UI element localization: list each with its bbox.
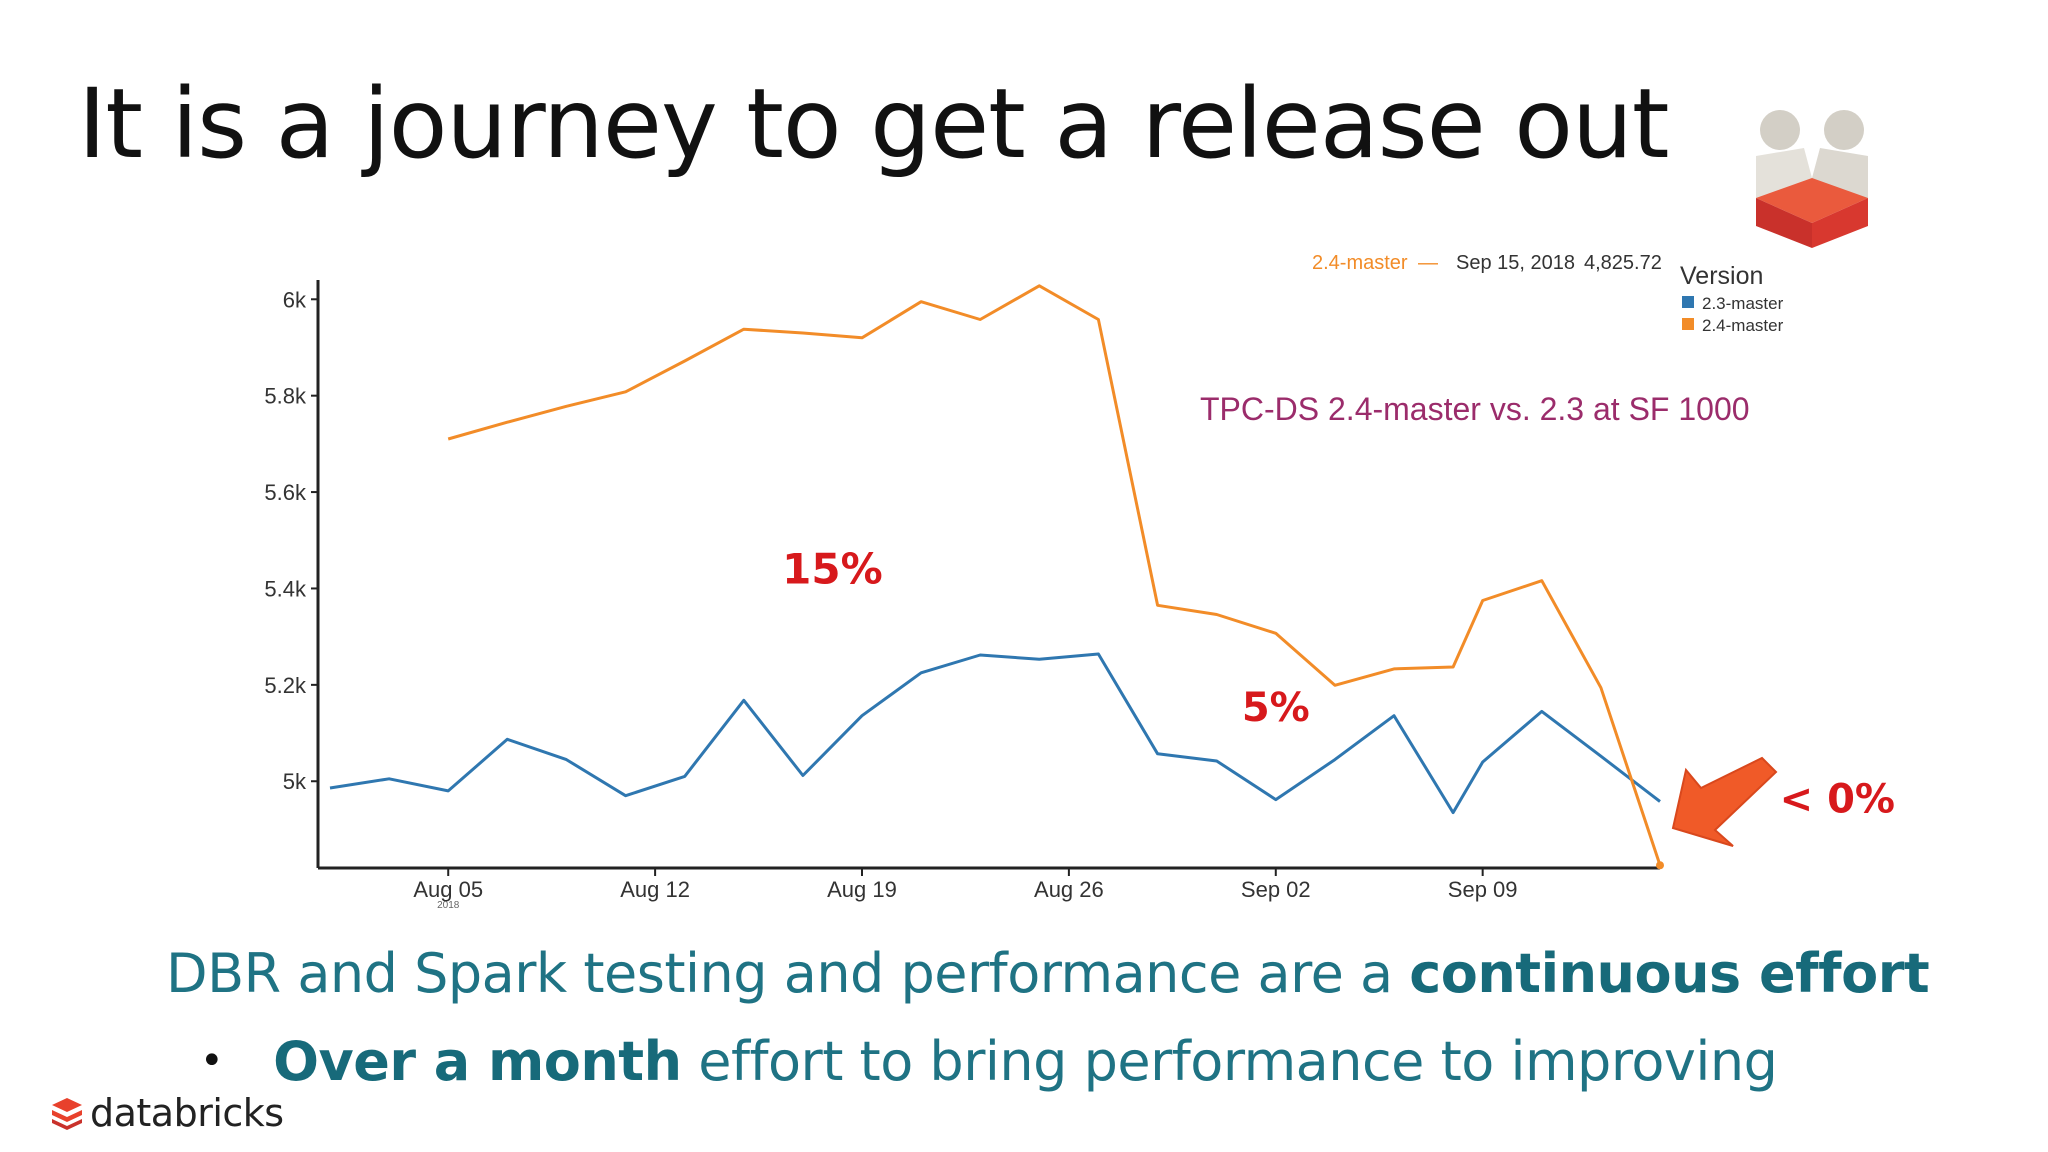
hover-tooltip: 2.4-master — Sep 15, 2018 4,825.72 — [1312, 252, 1662, 274]
bottom-statement-regular: DBR and Spark testing and performance ar… — [166, 942, 1410, 1005]
community-logo-icon — [1756, 110, 1868, 248]
x-tick-label: Aug 26 — [1034, 877, 1104, 902]
databricks-stack-icon — [52, 1098, 82, 1130]
bottom-statement: DBR and Spark testing and performance ar… — [166, 942, 1930, 1005]
x-tick-label: Sep 09 — [1448, 877, 1518, 902]
x-tick-year-label: 2018 — [437, 900, 460, 911]
arrow-icon — [1671, 756, 1778, 847]
bullet-marker: • — [200, 1038, 224, 1084]
slide-title: It is a journey to get a release out — [78, 68, 1669, 180]
tooltip-date: Sep 15, 2018 — [1456, 252, 1575, 274]
x-tick-label: Sep 02 — [1241, 877, 1311, 902]
tooltip-series: 2.4-master — [1312, 252, 1408, 274]
x-tick-label: Aug 12 — [620, 877, 690, 902]
y-tick-label: 5k — [283, 769, 307, 794]
bullet-regular-text: effort to bring performance to improving — [681, 1030, 1778, 1093]
legend-label-24: 2.4-master — [1702, 316, 1784, 335]
chart-annotations: 15% 5% < 0% — [782, 545, 1895, 823]
annotation-label: 15% — [782, 545, 883, 594]
y-tick-label: 6k — [283, 287, 307, 312]
tooltip-value: 4,825.72 — [1584, 252, 1662, 274]
x-tick-label: Aug 19 — [827, 877, 897, 902]
bullet-bold-text: Over a month — [273, 1030, 682, 1093]
series-line-1 — [447, 284, 1662, 866]
legend-swatch-24 — [1682, 318, 1694, 330]
y-tick-label: 5.4k — [264, 576, 307, 601]
y-tick-label: 5.2k — [264, 673, 307, 698]
databricks-logo: databricks — [50, 1088, 284, 1138]
x-tick-label: Aug 05 — [413, 877, 483, 902]
bottom-bullet-item: • Over a month effort to bring performanc… — [200, 1030, 1778, 1093]
y-tick-label: 5.6k — [264, 480, 307, 505]
legend: Version 2.3-master 2.4-master — [1680, 262, 1784, 335]
chart-subtitle: TPC-DS 2.4-master vs. 2.3 at SF 1000 — [1200, 391, 1750, 427]
series-line-0 — [329, 652, 1661, 815]
y-tick-label: 5.8k — [264, 384, 307, 409]
legend-label-23: 2.3-master — [1702, 294, 1784, 313]
hover-point — [1656, 861, 1664, 870]
bottom-statement-bold: continuous effort — [1409, 942, 1930, 1005]
databricks-logo-text: databricks — [90, 1091, 284, 1135]
chart-series — [329, 284, 1664, 870]
tooltip-dash: — — [1418, 252, 1438, 274]
legend-swatch-23 — [1682, 296, 1694, 308]
annotation-label: < 0% — [1780, 777, 1895, 823]
annotation-label: 5% — [1242, 685, 1310, 731]
chart-axes — [316, 280, 1660, 870]
y-axis-ticks: 5k 5.2k 5.4k 5.6k 5.8k 6k — [264, 287, 318, 794]
legend-title: Version — [1680, 262, 1763, 290]
